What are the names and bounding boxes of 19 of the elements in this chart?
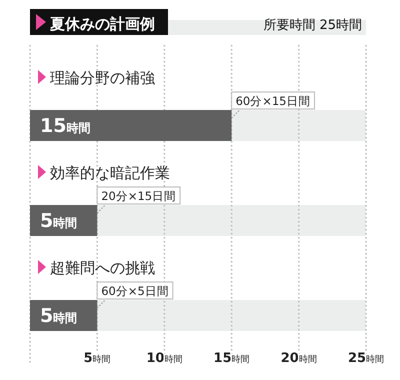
x-tick-label: 20時間 — [280, 351, 317, 366]
y-tick-label: 理論分野の補強 — [50, 69, 155, 87]
annotation: 20分×15日間 — [101, 189, 176, 203]
chart-title: 夏休みの計画例 — [49, 15, 155, 33]
data-label: 5時間 — [40, 305, 78, 327]
x-tick-label: 10時間 — [146, 351, 182, 366]
y-tick-label: 効率的な暗記作業 — [50, 164, 170, 182]
annotation-callout: 60分×5日間 — [96, 282, 174, 300]
x-tick-label: 25時間 — [348, 351, 384, 366]
x-tick-label: 15時間 — [214, 351, 250, 366]
chart-subtitle: 所要時間 25時間 — [263, 18, 362, 33]
data-label: 15時間 — [40, 115, 90, 137]
x-tick-label: 5時間 — [84, 351, 111, 366]
annotation: 60分×5日間 — [101, 284, 169, 298]
annotation: 60分×15日間 — [236, 94, 311, 108]
annotation-callout: 20分×15日間 — [96, 186, 181, 204]
data-label: 5時間 — [40, 210, 78, 232]
annotation-callout: 60分×15日間 — [231, 92, 315, 110]
y-tick-label: 超難問への挑戦 — [50, 259, 155, 277]
